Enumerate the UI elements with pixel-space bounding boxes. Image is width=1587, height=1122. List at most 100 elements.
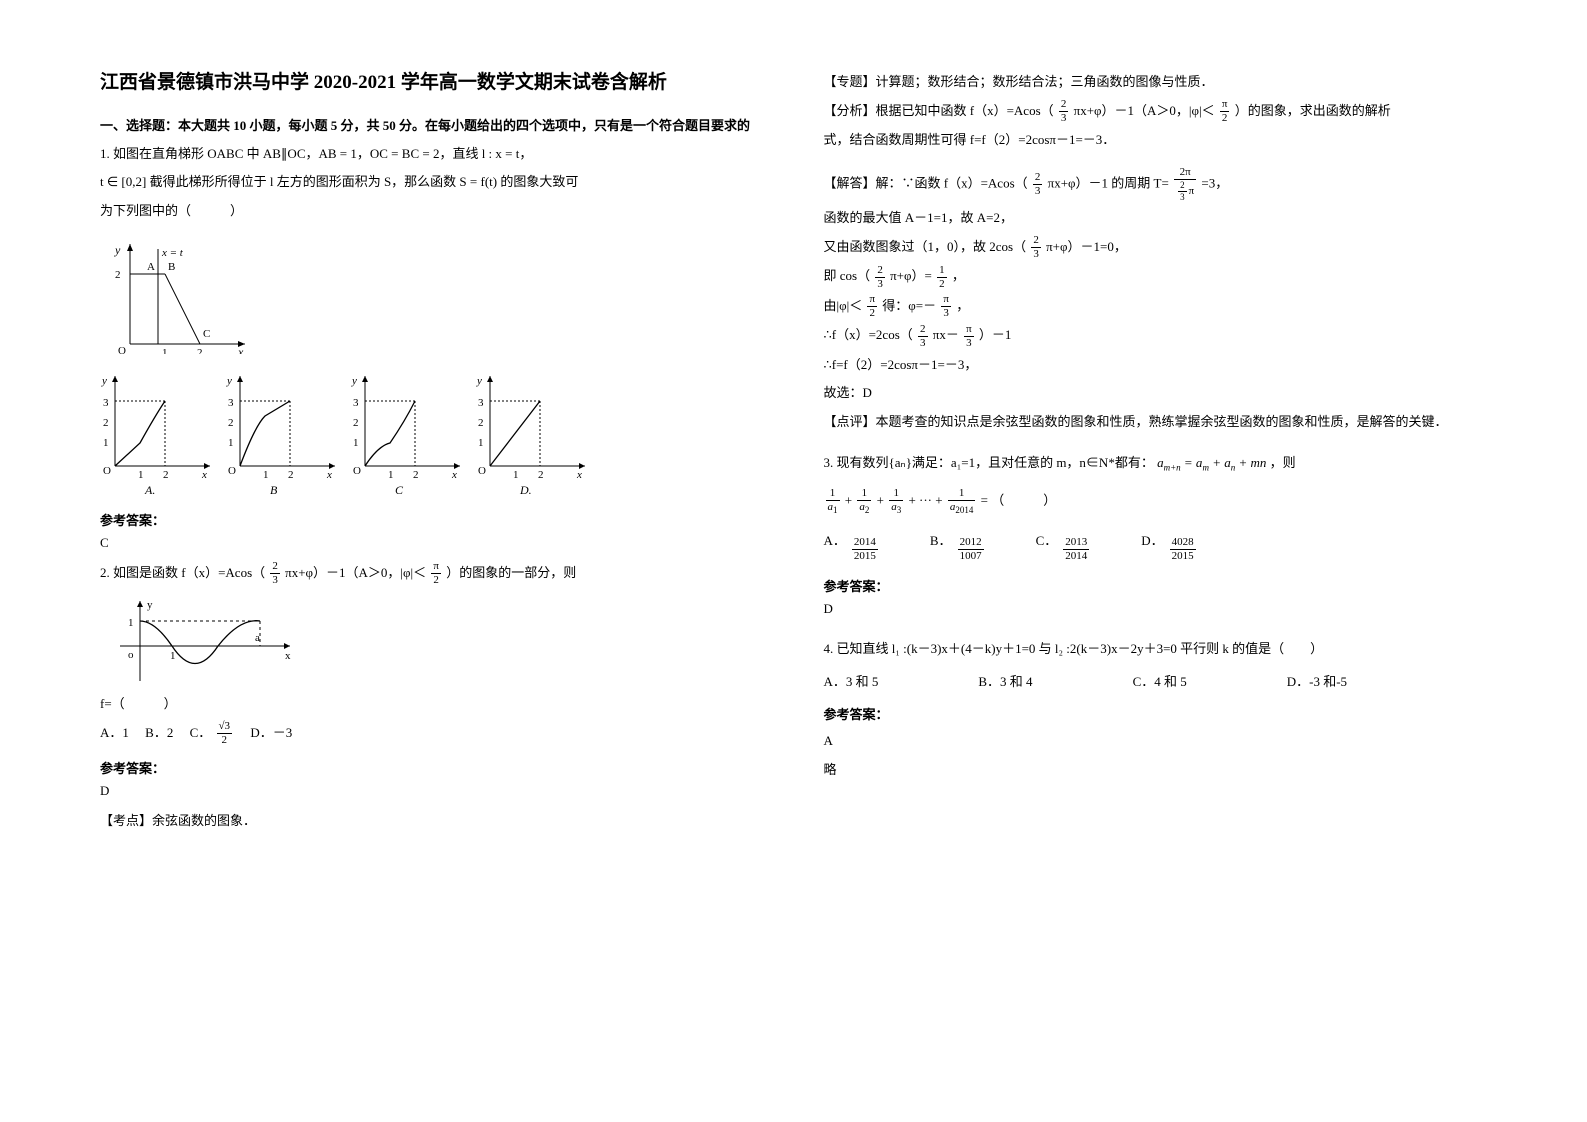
r-l12: 【点评】本题考查的知识点是余弦型函数的图象和性质，熟练掌握余弦型函数的图象和性质… bbox=[824, 410, 1488, 435]
q2-opt-b: B．2 bbox=[145, 725, 173, 740]
svg-text:y: y bbox=[226, 375, 232, 387]
q2-answer: D bbox=[100, 783, 764, 799]
svg-text:1: 1 bbox=[388, 469, 394, 481]
svg-text:y: y bbox=[114, 243, 121, 257]
svg-text:3: 3 bbox=[478, 397, 484, 409]
frac-1-a3: 1a3 bbox=[889, 488, 903, 515]
frac-1-2: 12 bbox=[937, 265, 947, 290]
frac-2-3d: 23 bbox=[1031, 235, 1041, 260]
q1-line3: 为下列图中的（ ） bbox=[100, 199, 764, 224]
frac-1-a2014: 1a2014 bbox=[948, 488, 976, 515]
q4-opt-b: B．3 和 4 bbox=[978, 671, 1032, 690]
frac-pi-3: π3 bbox=[941, 294, 951, 319]
r-l8a: 由|φ|＜ bbox=[824, 298, 863, 313]
svg-text:y: y bbox=[351, 375, 357, 387]
r-l9c: ）－1 bbox=[979, 327, 1012, 342]
q3-answer-label: 参考答案： bbox=[824, 576, 1488, 595]
svg-text:2: 2 bbox=[115, 269, 121, 281]
q3-answer: D bbox=[824, 601, 1488, 617]
svg-text:1: 1 bbox=[138, 469, 144, 481]
svg-text:2: 2 bbox=[163, 469, 169, 481]
right-column: 【专题】计算题；数形结合；数形结合法；三角函数的图像与性质． 【分析】根据已知中… bbox=[824, 70, 1488, 1092]
q2-fexpr: f=（ ） bbox=[100, 692, 764, 717]
r-l7a: 即 cos（ bbox=[824, 268, 871, 283]
svg-text:x: x bbox=[237, 345, 244, 354]
r-l4: 【解答】解：∵函数 f（x）=Acos（ 23 πx+φ）－1 的周期 T= 2… bbox=[824, 167, 1488, 202]
q2-cos-figure: y x o 1 1 a bbox=[100, 596, 300, 686]
frac-2pi-over: 2π 23π bbox=[1174, 167, 1196, 202]
frac-pi-2b: π2 bbox=[1220, 99, 1230, 124]
svg-text:2: 2 bbox=[478, 417, 484, 429]
svg-text:x = t: x = t bbox=[161, 247, 184, 259]
svg-text:O: O bbox=[228, 465, 236, 477]
q4-answer: A bbox=[824, 729, 1488, 754]
q2-opt-d: D．－3 bbox=[250, 725, 292, 740]
svg-text:A: A bbox=[147, 261, 155, 273]
r-l10: ∴f=f（2）=2cosπ－1=－3， bbox=[824, 353, 1488, 378]
frac-4028-2015: 40282015 bbox=[1170, 537, 1196, 562]
q4-opt-a: A．3 和 5 bbox=[824, 671, 879, 690]
svg-text:x: x bbox=[451, 469, 457, 481]
q4-intro: 4. 已知直线 l₁ :(k－3)x＋(4－k)y＋1=0 与 l₂ :2(k－… bbox=[824, 637, 1488, 662]
frac-2014-2015: 20142015 bbox=[852, 537, 878, 562]
q3-intro: 3. 现有数列{aₙ}满足：a₁=1，且对任意的 m，n∈N*都有： am+n … bbox=[824, 451, 1488, 477]
r-l5: 函数的最大值 A－1=1，故 A=2， bbox=[824, 206, 1488, 231]
svg-text:x: x bbox=[285, 650, 291, 662]
section-a-header: 一、选择题：本大题共 10 小题，每小题 5 分，共 50 分。在每小题给出的四… bbox=[100, 115, 764, 134]
q1-line2: t ∈ [0,2] 截得此梯形所得位于 l 左方的图形面积为 S，那么函数 S … bbox=[100, 170, 764, 195]
r-l4b: πx+φ）－1 的周期 T= bbox=[1048, 175, 1169, 190]
frac-2-3b: 23 bbox=[1059, 99, 1069, 124]
r-l6a: 又由函数图象过（1，0），故 2cos（ bbox=[824, 239, 1027, 254]
frac-2-3c: 23 bbox=[1033, 172, 1043, 197]
q4-options: A．3 和 5 B．3 和 4 C．4 和 5 D．-3 和-5 bbox=[824, 671, 1488, 690]
r-l8b: 得：φ=－ bbox=[882, 298, 936, 313]
r-l6b: π+φ）－1=0， bbox=[1046, 239, 1127, 254]
frac-2-3f: 23 bbox=[918, 324, 928, 349]
frac-2-3: 23 bbox=[270, 561, 280, 586]
r-l4c: =3， bbox=[1201, 175, 1228, 190]
r-l7b: π+φ）= bbox=[890, 268, 932, 283]
q1-line1: 1. 如图在直角梯形 OABC 中 AB∥OC，AB = 1，OC = BC =… bbox=[100, 142, 764, 167]
q1-answer: C bbox=[100, 535, 764, 551]
svg-text:y: y bbox=[101, 375, 107, 387]
svg-text:2: 2 bbox=[228, 417, 234, 429]
svg-text:1: 1 bbox=[170, 650, 176, 662]
r-l2: 【分析】根据已知中函数 f（x）=Acos（ 23 πx+φ）－1（A＞0，|φ… bbox=[824, 99, 1488, 125]
r-l6: 又由函数图象过（1，0），故 2cos（ 23 π+φ）－1=0， bbox=[824, 235, 1488, 261]
q3-opt-d-label: D． bbox=[1141, 530, 1163, 549]
r-l9b: πx－ bbox=[933, 327, 959, 342]
q3-options: A．20142015 B．20121007 C．20132014 D．40282… bbox=[824, 530, 1488, 562]
q2-topic: 【考点】余弦函数的图象． bbox=[100, 809, 764, 834]
svg-text:2: 2 bbox=[353, 417, 359, 429]
q3-opt-b-label: B． bbox=[930, 530, 952, 549]
svg-text:3: 3 bbox=[228, 397, 234, 409]
q1-trapezoid-figure: y x x = t 2 A B C O 1 2 bbox=[100, 234, 250, 354]
svg-text:o: o bbox=[128, 649, 134, 661]
svg-text:O: O bbox=[478, 465, 486, 477]
r-l7c: ， bbox=[952, 268, 965, 283]
frac-2013-2014: 20132014 bbox=[1063, 537, 1089, 562]
svg-text:x: x bbox=[201, 469, 207, 481]
q2-intro-a: 2. 如图是函数 f（x）=Acos（ bbox=[100, 565, 265, 580]
svg-text:1: 1 bbox=[103, 437, 109, 449]
svg-text:B: B bbox=[270, 483, 278, 496]
frac-pi-2: π2 bbox=[431, 561, 441, 586]
r-l7: 即 cos（ 23 π+φ）= 12 ， bbox=[824, 264, 1488, 290]
q3-sum-tail: （ ） bbox=[991, 493, 1056, 508]
r-l2b: πx+φ）－1（A＞0，|φ|＜ bbox=[1074, 103, 1215, 118]
r-l9a: ∴f（x）=2cos（ bbox=[824, 327, 913, 342]
frac-2012-1007: 20121007 bbox=[958, 537, 984, 562]
svg-text:a: a bbox=[255, 632, 260, 644]
svg-text:2: 2 bbox=[103, 417, 109, 429]
svg-text:1: 1 bbox=[353, 437, 359, 449]
q3-sum: 1a1 + 1a2 + 1a3 + ··· + 1a2014 = （ ） bbox=[824, 488, 1488, 515]
r-l11: 故选：D bbox=[824, 381, 1488, 406]
svg-text:O: O bbox=[118, 345, 126, 354]
frac-1-a1: 1a1 bbox=[826, 488, 840, 515]
svg-text:1: 1 bbox=[128, 617, 134, 629]
svg-text:2: 2 bbox=[413, 469, 419, 481]
q4-opt-c: C．4 和 5 bbox=[1133, 671, 1187, 690]
svg-text:O: O bbox=[353, 465, 361, 477]
svg-text:1: 1 bbox=[263, 469, 269, 481]
svg-text:A.: A. bbox=[144, 483, 155, 496]
